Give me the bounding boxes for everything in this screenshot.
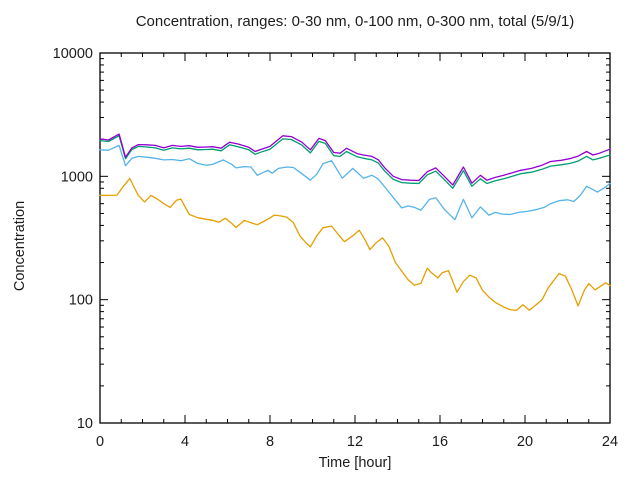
y-tick-label: 1000: [61, 169, 93, 185]
plot-border: [99, 52, 611, 424]
y-tick-label: 100: [69, 293, 93, 309]
x-axis-label: Time [hour]: [318, 455, 392, 471]
x-tick-label: 20: [517, 434, 533, 450]
series-line-total: [99, 133, 611, 186]
x-tick-label: 24: [602, 434, 618, 450]
chart-title: Concentration, ranges: 0-30 nm, 0-100 nm…: [135, 13, 575, 30]
series-line-0-30-nm: [99, 177, 611, 311]
x-tick-label: 16: [432, 434, 448, 450]
x-tick-label: 8: [266, 434, 274, 450]
series-line-0-300-nm: [99, 135, 611, 189]
x-tick-label: 4: [181, 434, 189, 450]
x-tick-label: 0: [96, 434, 104, 450]
y-tick-label: 10000: [53, 46, 93, 62]
y-tick-label: 10: [77, 416, 93, 432]
x-tick-label: 12: [347, 434, 363, 450]
series-line-0-100-nm: [99, 144, 611, 221]
